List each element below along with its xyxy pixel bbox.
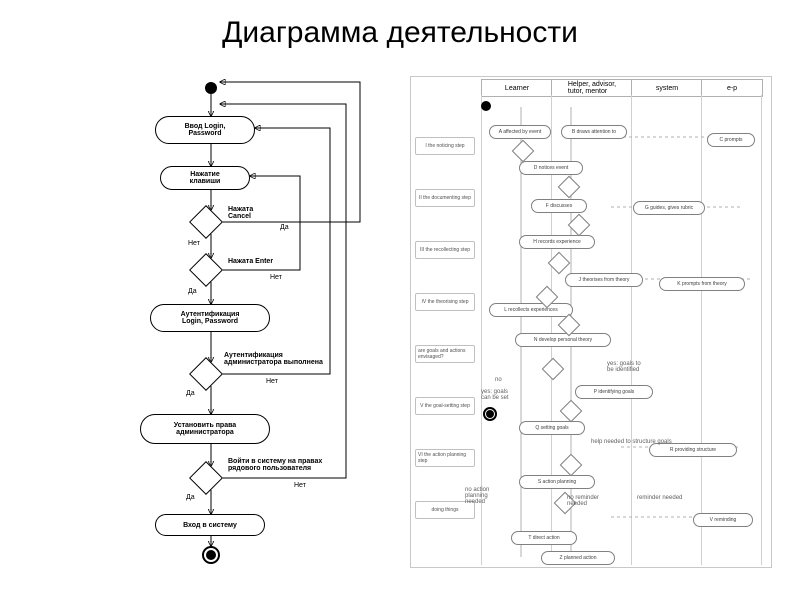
d-cancel-no: Нет (188, 240, 200, 247)
d-cancel-yes: Да (280, 224, 289, 231)
node-press-text: Нажатиеклавиши (190, 171, 221, 185)
node-admin-text: Установить праваадминистратора (174, 422, 236, 436)
activity-oval: H records experience (519, 235, 595, 249)
annotation: help needed to structure goals (591, 439, 672, 445)
annotation: yes: goals tobe identified (607, 361, 641, 373)
annotation: yes: goalscan be set (481, 389, 509, 401)
node-auth: АутентификацияLogin, Password (150, 304, 270, 332)
node-press: Нажатиеклавиши (160, 166, 250, 190)
step-caption: IV the theorising step (415, 293, 475, 311)
activity-oval: F discusses (531, 199, 587, 213)
start-node (205, 82, 217, 94)
d-auth-no: Нет (266, 378, 278, 385)
right-diagram: LearnerHelper, advisor,tutor, mentorsyst… (410, 76, 772, 568)
annotation: no reminderneeded (567, 495, 599, 507)
step-caption: VI the action planning step (415, 449, 475, 467)
end-node (206, 550, 216, 560)
node-login-text: Ввод Login,Password (185, 123, 226, 137)
activity-oval: Z planned action (541, 551, 615, 565)
activity-oval: K prompts from theory (659, 277, 745, 291)
d-cancel-right: НажатаCancel (228, 206, 253, 220)
d-rights-no: Нет (294, 482, 306, 489)
d-enter-yes: Да (188, 288, 197, 295)
node-entersys: Вход в систему (155, 514, 265, 536)
d-enter-no: Нет (270, 274, 282, 281)
activity-oval: Q setting goals (519, 421, 585, 435)
page-title: Диаграмма деятельности (0, 16, 800, 50)
step-caption: III the recollecting step (415, 241, 475, 259)
step-caption: I the noticing step (415, 137, 475, 155)
activity-oval: A affected by event (489, 125, 551, 139)
activity-oval: V reminding (693, 513, 753, 527)
diagram-area: Ввод Login,Password Нажатиеклавиши Нажат… (20, 76, 780, 586)
d-rights-right: Войти в систему на правахрядового пользо… (228, 458, 358, 472)
node-entersys-text: Вход в систему (183, 522, 237, 529)
d-rights-yes: Да (186, 494, 195, 501)
activity-oval: G guides, gives rubric (633, 201, 705, 215)
node-auth-text: АутентификацияLogin, Password (181, 311, 240, 325)
activity-oval: L recollects experiences (489, 303, 573, 317)
annotation: reminder needed (637, 495, 682, 501)
left-diagram: Ввод Login,Password Нажатиеклавиши Нажат… (60, 76, 380, 566)
activity-oval: T direct action (511, 531, 577, 545)
annotation: no actionplanningneeded (465, 487, 489, 505)
activity-oval: D notices event (519, 161, 583, 175)
step-caption: II the documenting step (415, 189, 475, 207)
r-start (481, 101, 491, 111)
r-end (486, 410, 494, 418)
node-admin: Установить праваадминистратора (140, 414, 270, 444)
activity-oval: R providing structure (649, 443, 737, 457)
node-login: Ввод Login,Password (155, 116, 255, 144)
d-auth-yes: Да (186, 390, 195, 397)
activity-oval: C prompts (707, 133, 755, 147)
step-caption: V the goal-setting step (415, 397, 475, 415)
step-caption: are goals and actions envisaged? (415, 345, 475, 363)
activity-oval: N develop personal theory (515, 333, 611, 347)
activity-oval: P identifying goals (575, 385, 653, 399)
annotation: no (495, 377, 502, 383)
activity-oval: B draws attention to (561, 125, 627, 139)
activity-oval: S action planning (519, 475, 595, 489)
activity-oval: J theorises from theory (565, 273, 643, 287)
d-enter-right: Нажата Enter (228, 258, 273, 265)
d-auth-right: Аутентификацияадминистратора выполнена (224, 352, 344, 366)
